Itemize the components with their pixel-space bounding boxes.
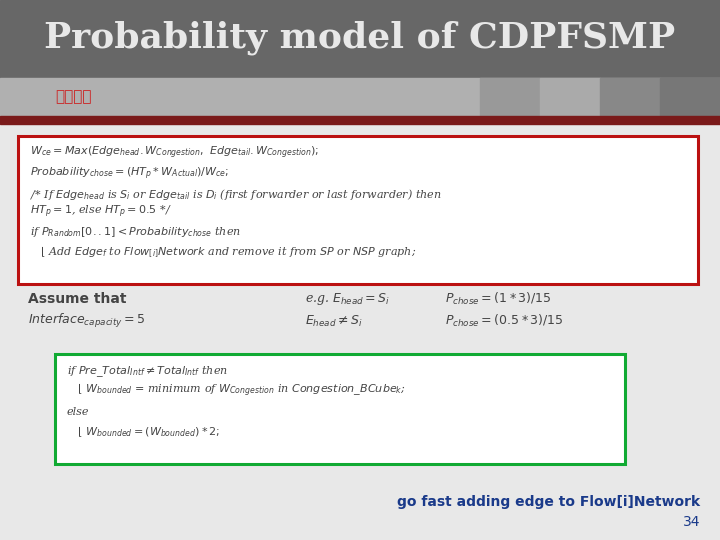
Bar <box>600 78 660 116</box>
Text: $P_{chose} = (1 * 3)/15$: $P_{chose} = (1 * 3)/15$ <box>445 291 552 307</box>
Text: 成功大學: 成功大學 <box>55 90 91 105</box>
Bar <box>18 136 698 284</box>
Text: $\lfloor$ $W_{bounded} = (W_{bounded}) * 2;$: $\lfloor$ $W_{bounded} = (W_{bounded}) *… <box>67 424 220 440</box>
Bar <box>55 354 625 464</box>
Bar <box>0 78 720 116</box>
Text: if $P_{Random}[0..1] < Probability_{chose}$ then: if $P_{Random}[0..1] < Probability_{chos… <box>30 225 241 239</box>
Text: $\lfloor$ Add $Edge_f$ to $Flow_{[i]}Network$ and remove it from $SP$ or $NSP$ g: $\lfloor$ Add $Edge_f$ to $Flow_{[i]}Net… <box>30 245 416 260</box>
Text: $E_{head} \neq S_i$: $E_{head} \neq S_i$ <box>305 313 363 328</box>
Text: Probability model of CDPFSMP: Probability model of CDPFSMP <box>45 21 675 55</box>
Text: 34: 34 <box>683 515 700 529</box>
Text: go fast adding edge to Flow[i]Network: go fast adding edge to Flow[i]Network <box>397 495 700 509</box>
Text: $\lfloor$ $W_{bounded}$ = minimum of $W_{Congestion}$ in $Congestion\_BCube_k$;: $\lfloor$ $W_{bounded}$ = minimum of $W_… <box>67 381 406 399</box>
Text: e.g. $E_{head} = S_i$: e.g. $E_{head} = S_i$ <box>305 291 390 307</box>
Text: $HT_p = 1$, else $HT_p = 0.5$ */: $HT_p = 1$, else $HT_p = 0.5$ */ <box>30 204 171 220</box>
Text: /* If $Edge_{head}$ is $S_i$ or $Edge_{tail}$ is $D_i$ (first forwarder or last : /* If $Edge_{head}$ is $S_i$ or $Edge_{t… <box>30 186 441 201</box>
Bar <box>540 78 600 116</box>
Text: if $Pre\_Total_{Intf} \neq Total_{Intf}$ then: if $Pre\_Total_{Intf} \neq Total_{Intf}$… <box>67 364 228 380</box>
Text: $Interface_{capacity} = 5$: $Interface_{capacity} = 5$ <box>28 312 145 330</box>
Text: $W_{ce} = Max(Edge_{head}.W_{Congestion},\ Edge_{tail}.W_{Congestion});$: $W_{ce} = Max(Edge_{head}.W_{Congestion}… <box>30 145 319 161</box>
Bar <box>480 78 540 116</box>
Bar <box>660 78 720 116</box>
Text: Assume that: Assume that <box>28 292 127 306</box>
Bar <box>0 116 720 124</box>
Text: else: else <box>67 407 89 417</box>
Bar <box>0 124 720 540</box>
Text: $Probability_{chose} = (HT_p * W_{Actual})/W_{ce};$: $Probability_{chose} = (HT_p * W_{Actual… <box>30 166 230 182</box>
Bar <box>0 0 720 78</box>
Text: $P_{chose} = (0.5 * 3)/15$: $P_{chose} = (0.5 * 3)/15$ <box>445 313 564 329</box>
